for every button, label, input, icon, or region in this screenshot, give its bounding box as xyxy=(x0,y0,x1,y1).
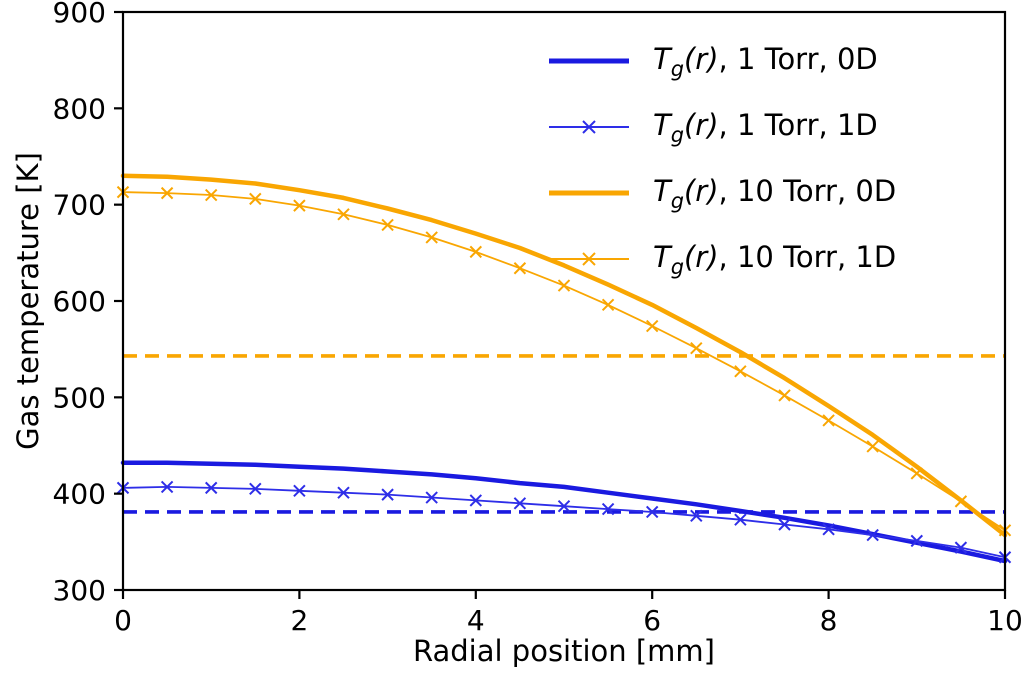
x-marker-icon xyxy=(690,341,703,355)
y-tick-label: 700 xyxy=(53,189,106,222)
x-marker-icon xyxy=(645,319,659,333)
legend-item: Tg(r), 10 Torr, 0D xyxy=(545,160,896,226)
legend-suffix: , 10 Torr, 0D xyxy=(718,173,897,208)
legend: Tg(r), 1 Torr, 0D Tg(r), 1 Torr, 1D Tg(r… xyxy=(545,28,896,292)
legend-args: (r) xyxy=(683,41,719,76)
legend-sample-line-1d-10torr xyxy=(549,252,629,266)
legend-item: Tg(r), 1 Torr, 0D xyxy=(545,28,896,94)
x-marker-icon xyxy=(734,365,747,378)
x-tick-label: 10 xyxy=(987,604,1023,637)
legend-args: (r) xyxy=(683,239,719,274)
x-marker-icon xyxy=(513,497,527,510)
x-marker-icon xyxy=(866,440,879,453)
x-axis-label: Radial position [mm] xyxy=(412,634,716,668)
x-marker-icon xyxy=(645,505,659,519)
x-marker-icon xyxy=(822,414,835,427)
legend-sub: g xyxy=(670,254,684,279)
y-tick-label: 600 xyxy=(53,285,106,318)
legend-sub: g xyxy=(670,56,684,81)
legend-sub: g xyxy=(670,188,684,213)
x-marker-icon xyxy=(954,541,968,554)
series-line xyxy=(120,173,1008,538)
legend-sample-line-0d-1torr xyxy=(549,58,629,64)
y-tick-label: 500 xyxy=(53,381,106,414)
legend-var: T xyxy=(653,173,671,208)
x-marker-icon xyxy=(954,495,968,508)
legend-label: Tg(r), 1 Torr, 0D xyxy=(653,42,878,81)
series-line xyxy=(120,460,1008,564)
x-marker-icon xyxy=(425,231,438,244)
y-axis-label: Gas temperature [K] xyxy=(11,152,45,450)
x-marker-icon xyxy=(249,192,262,206)
legend-item: Tg(r), 10 Torr, 1D xyxy=(545,226,896,292)
x-marker-icon xyxy=(337,486,350,499)
x-marker-icon xyxy=(204,481,218,495)
legend-sub: g xyxy=(670,122,684,147)
x-marker-icon xyxy=(601,502,615,516)
x-marker-icon xyxy=(160,480,174,494)
legend-var: T xyxy=(653,239,671,274)
legend-sample-line-0d-10torr xyxy=(549,190,629,196)
legend-suffix: , 10 Torr, 1D xyxy=(718,239,897,274)
x-marker-icon xyxy=(601,298,615,312)
x-marker-icon xyxy=(734,513,747,526)
x-tick-label: 0 xyxy=(114,604,132,637)
x-marker-icon xyxy=(557,499,571,513)
x-marker-icon xyxy=(910,467,924,480)
x-marker-icon xyxy=(910,534,924,548)
legend-args: (r) xyxy=(683,173,719,208)
x-marker-icon xyxy=(249,482,262,496)
legend-x-marker-icon xyxy=(582,252,596,266)
x-marker-icon xyxy=(293,484,306,497)
legend-item: Tg(r), 1 Torr, 1D xyxy=(545,94,896,160)
x-marker-icon xyxy=(557,279,571,292)
series-line xyxy=(122,485,1006,559)
legend-sample-line-1d-1torr xyxy=(549,120,629,134)
y-tick-label: 800 xyxy=(53,92,106,125)
x-tick-label: 4 xyxy=(467,604,485,637)
x-marker-icon xyxy=(822,523,835,536)
x-marker-icon xyxy=(425,491,438,504)
y-tick-label: 300 xyxy=(53,574,106,607)
x-marker-icon xyxy=(337,208,350,221)
y-tick-label: 900 xyxy=(53,0,106,29)
x-marker-icon xyxy=(160,186,174,200)
x-marker-icon xyxy=(469,245,483,259)
x-marker-icon xyxy=(381,488,394,501)
x-marker-icon xyxy=(778,389,791,402)
legend-suffix: , 1 Torr, 1D xyxy=(718,107,878,142)
x-tick-label: 8 xyxy=(820,604,838,637)
x-marker-icon xyxy=(469,494,483,507)
x-tick-label: 6 xyxy=(643,604,661,637)
x-marker-icon xyxy=(293,199,306,212)
legend-var: T xyxy=(653,107,671,142)
legend-label: Tg(r), 10 Torr, 1D xyxy=(653,240,896,279)
x-marker-icon xyxy=(778,518,791,531)
x-marker-icon xyxy=(866,528,879,542)
x-marker-icon xyxy=(381,218,394,232)
legend-args: (r) xyxy=(683,107,719,142)
x-marker-icon xyxy=(513,262,527,275)
legend-suffix: , 1 Torr, 0D xyxy=(718,41,878,76)
legend-label: Tg(r), 1 Torr, 1D xyxy=(653,108,878,147)
x-tick-label: 2 xyxy=(290,604,308,637)
y-tick-label: 400 xyxy=(53,478,106,511)
legend-label: Tg(r), 10 Torr, 0D xyxy=(653,174,896,213)
legend-x-marker-icon xyxy=(582,120,596,134)
x-marker-icon xyxy=(204,188,218,202)
legend-var: T xyxy=(653,41,671,76)
x-marker-icon xyxy=(690,509,703,523)
